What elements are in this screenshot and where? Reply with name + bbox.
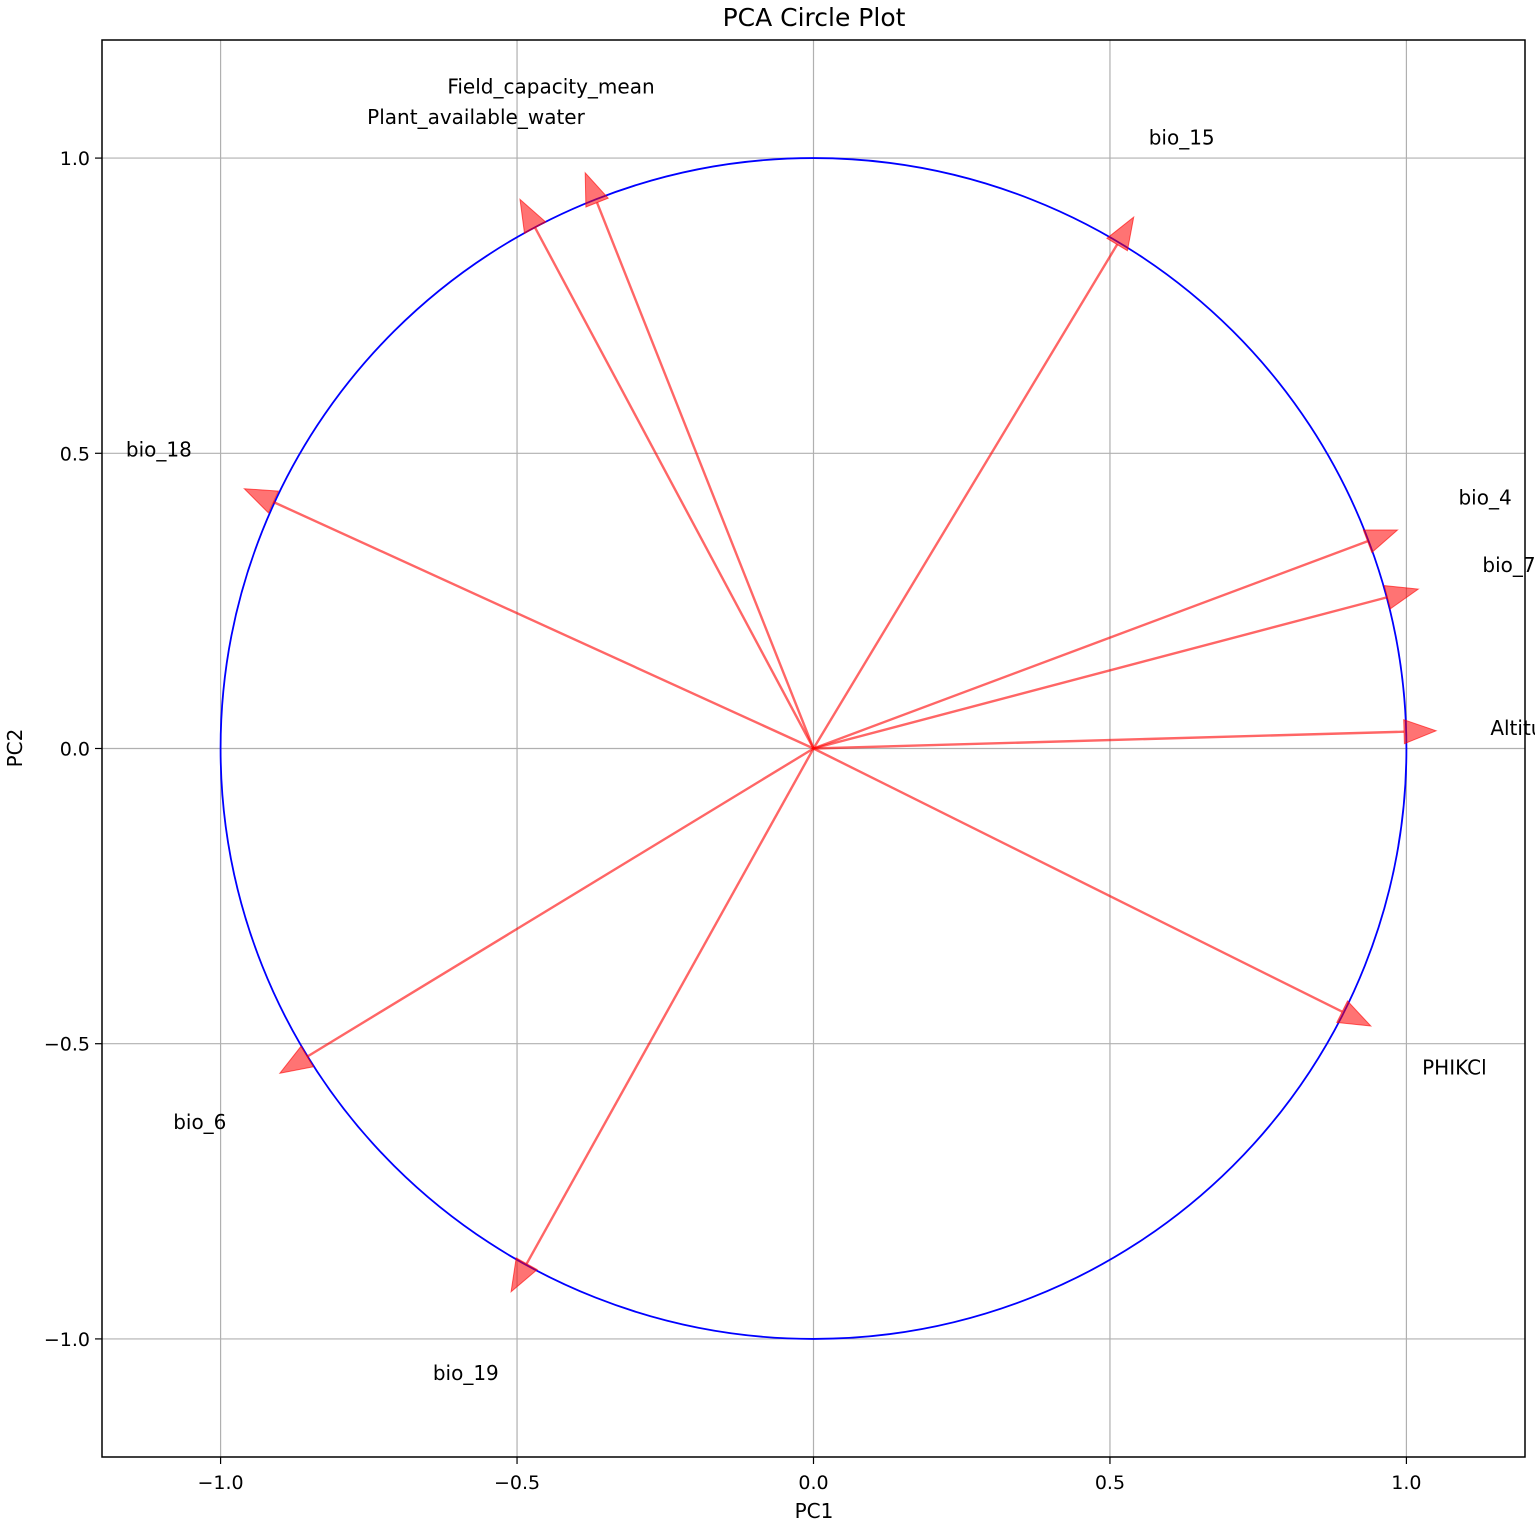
x-tick-label: −1.0 xyxy=(198,1472,244,1494)
x-tick-label: 0.5 xyxy=(1095,1472,1125,1494)
chart-title: PCA Circle Plot xyxy=(723,3,906,32)
x-axis-label: PC1 xyxy=(795,1499,834,1523)
y-tick-label: −1.0 xyxy=(44,1329,90,1351)
vector-label: PHIKCl xyxy=(1422,1056,1487,1080)
y-tick-label: 1.0 xyxy=(60,148,90,170)
vector-label: bio_19 xyxy=(433,1361,499,1385)
x-tick-label: −0.5 xyxy=(494,1472,540,1494)
y-axis-label: PC2 xyxy=(3,729,27,768)
y-tick-label: −0.5 xyxy=(44,1034,90,1056)
y-tick-label: 0.5 xyxy=(60,443,90,465)
vector-label: Field_capacity_mean xyxy=(447,75,654,99)
vector-label: bio_6 xyxy=(173,1110,226,1134)
vector-label: Altitude xyxy=(1490,716,1535,740)
vector-label: bio_7 xyxy=(1482,553,1535,577)
vector-label: bio_15 xyxy=(1149,125,1215,149)
y-tick-label: 0.0 xyxy=(60,739,90,761)
vector-label: bio_4 xyxy=(1458,485,1511,509)
x-tick-label: 0.0 xyxy=(798,1472,828,1494)
vector-label: Plant_available_water xyxy=(367,105,585,129)
vector-label: bio_18 xyxy=(126,438,192,462)
x-tick-label: 1.0 xyxy=(1391,1472,1421,1494)
